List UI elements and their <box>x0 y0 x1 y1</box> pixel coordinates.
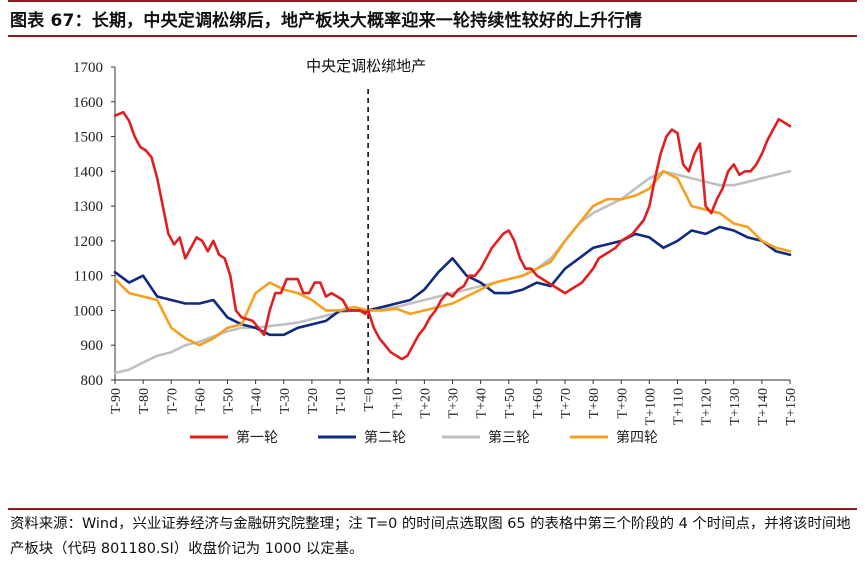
x-tick-label: T-20 <box>306 388 321 414</box>
x-tick-label: T+60 <box>531 388 546 418</box>
x-tick-label: T+110 <box>672 388 687 425</box>
x-tick-label: T+140 <box>756 388 771 425</box>
series-line-3 <box>113 170 792 375</box>
legend: 第一轮 第二轮 第三轮 第四轮 <box>190 429 658 446</box>
x-tick-label: T+50 <box>503 388 518 418</box>
legend-label: 第二轮 <box>364 429 406 446</box>
x-tick-label: T+30 <box>447 388 462 418</box>
y-tick-label: 1200 <box>73 234 103 250</box>
y-tick-label: 1700 <box>73 60 103 76</box>
x-tick-label: T+70 <box>559 388 574 418</box>
x-tick-label: T-60 <box>193 388 208 414</box>
x-tick-label: T+120 <box>700 388 715 425</box>
top-rule <box>8 0 857 2</box>
y-tick-label: 1300 <box>73 199 103 215</box>
axes: 800 900 1000 1100 1200 1300 1400 1500 1600 1700 T-… <box>73 57 799 425</box>
line-chart: 800 900 1000 1100 1200 1300 1400 1500 1600 1700 T-… <box>73 57 799 446</box>
y-tick-label: 1000 <box>73 303 103 319</box>
y-tick-label: 1400 <box>73 164 103 180</box>
x-tick-label: T+80 <box>587 388 602 418</box>
x-tick-label: T=0 <box>362 388 377 411</box>
legend-label: 第四轮 <box>616 429 658 446</box>
x-tick-label: T+150 <box>784 388 799 425</box>
legend-label: 第三轮 <box>488 429 530 446</box>
x-tick-label: T+20 <box>418 388 433 418</box>
x-tick-label: T+90 <box>615 388 630 418</box>
source-rule <box>8 508 857 510</box>
y-tick-label: 1500 <box>73 130 103 146</box>
series-line-1 <box>113 110 792 361</box>
x-tick-label: T-70 <box>165 388 180 414</box>
y-tick-label: 900 <box>81 338 104 354</box>
x-tick-label: T-10 <box>334 388 349 414</box>
x-tick-label: T-50 <box>222 388 237 414</box>
x-tick-label: T-80 <box>137 388 152 414</box>
x-tick-label: T+100 <box>643 388 658 425</box>
title-rule <box>8 35 857 37</box>
series-line-2 <box>113 225 792 337</box>
x-tick-label: T+10 <box>390 388 405 418</box>
y-tick-label: 1600 <box>73 95 103 111</box>
series-line-4 <box>113 170 792 347</box>
x-tick-label: T+130 <box>728 388 743 425</box>
y-tick-label: 1100 <box>74 269 103 285</box>
x-tick-label: T-30 <box>278 388 293 414</box>
source-note: 资料来源：Wind，兴业证券经济与金融研究院整理；注 T=0 的时间点选取图 6… <box>10 516 851 557</box>
figure-title: 图表 67：长期，中央定调松绑后，地产板块大概率迎来一轮持续性较好的上升行情 <box>10 11 643 31</box>
x-tick-label: T-90 <box>109 388 124 414</box>
x-tick-label: T-40 <box>250 388 265 414</box>
legend-label: 第一轮 <box>236 429 278 446</box>
event-annotation: 中央定调松绑地产 <box>306 57 426 75</box>
y-tick-label: 800 <box>81 373 104 389</box>
x-tick-label: T+40 <box>475 388 490 418</box>
series-layer <box>113 110 792 375</box>
